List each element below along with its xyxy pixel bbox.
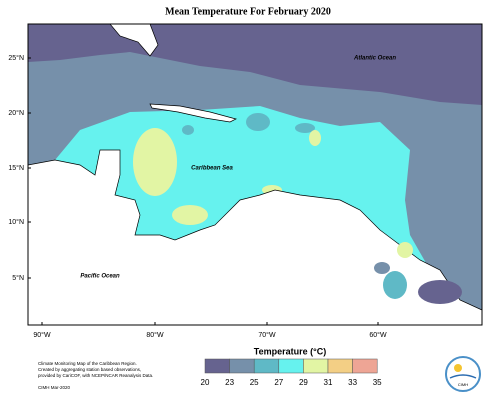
zone: [246, 113, 270, 131]
zone: [133, 128, 177, 196]
footnote-line: CIMH Mar-2020: [38, 385, 71, 390]
zone: [418, 280, 462, 304]
zone: [172, 205, 208, 225]
legend-tick-label: 35: [373, 378, 382, 387]
legend-tick-label: 20: [201, 378, 210, 387]
legend-swatch: [204, 358, 230, 374]
footnote-line: Created by aggregating station based obs…: [38, 367, 141, 372]
lon-label: 60°W: [369, 331, 387, 339]
footnote-line: provided by CariCOF, with NCEP/NCAR Rean…: [38, 373, 153, 378]
legend-tick-label: 27: [274, 378, 283, 387]
frame: [27, 23, 483, 326]
legend-swatch: [327, 358, 353, 374]
legend-swatch: [278, 358, 304, 374]
legend-tick-label: 29: [299, 378, 308, 387]
lon-label: 70°W: [258, 331, 276, 339]
logo-ring: [445, 356, 481, 392]
ocean-label: Atlantic Ocean: [353, 56, 396, 62]
zone: [383, 271, 407, 299]
legend-swatch: [352, 358, 378, 374]
logo-text: CIMH: [458, 382, 468, 387]
legend-swatch: [253, 358, 280, 374]
legend-tick-label: 25: [250, 378, 259, 387]
legend-title: Temperature (°C): [254, 346, 326, 356]
zone: [374, 262, 390, 274]
title: Mean Temperature For February 2020: [165, 6, 331, 17]
lat-label: 5°N: [12, 274, 24, 282]
legend-swatch: [303, 358, 329, 374]
lat-label: 10°N: [8, 218, 24, 226]
map: Atlantic Ocean Caribbean Sea Pacific Oce…: [27, 23, 483, 326]
legend-tick-label: 31: [324, 378, 333, 387]
legend-tick-label: 23: [225, 378, 234, 387]
legend-tick-label: 33: [348, 378, 357, 387]
legend-swatch: [229, 358, 255, 374]
logo-sun: [454, 364, 462, 372]
zone: [182, 125, 194, 135]
zone: [28, 24, 482, 325]
logo-wave: [449, 374, 477, 379]
ocean-label: Pacific Ocean: [80, 274, 120, 280]
legend: Temperature (°C) 20 23 25 27 29 31 33 35: [201, 346, 383, 387]
zone: [309, 130, 321, 146]
lat-label: 20°N: [8, 109, 24, 117]
logo: CIMH: [445, 356, 481, 392]
lon-label: 90°W: [33, 331, 51, 339]
zone: [397, 242, 413, 258]
zone: [295, 123, 315, 133]
land: [27, 149, 483, 326]
axes: 25°N 20°N 15°N 10°N 5°N 90°W 80°W 70°W 60°W: [8, 54, 387, 339]
sea-label: Caribbean Sea: [191, 166, 233, 172]
lat-label: 15°N: [8, 164, 24, 172]
lon-label: 80°W: [146, 331, 164, 339]
land: [149, 103, 237, 123]
footnote-line: Climate Monitoring Map of the Caribbean …: [38, 361, 137, 366]
lat-label: 25°N: [8, 54, 24, 62]
footnote: Climate Monitoring Map of the Caribbean …: [38, 361, 153, 390]
